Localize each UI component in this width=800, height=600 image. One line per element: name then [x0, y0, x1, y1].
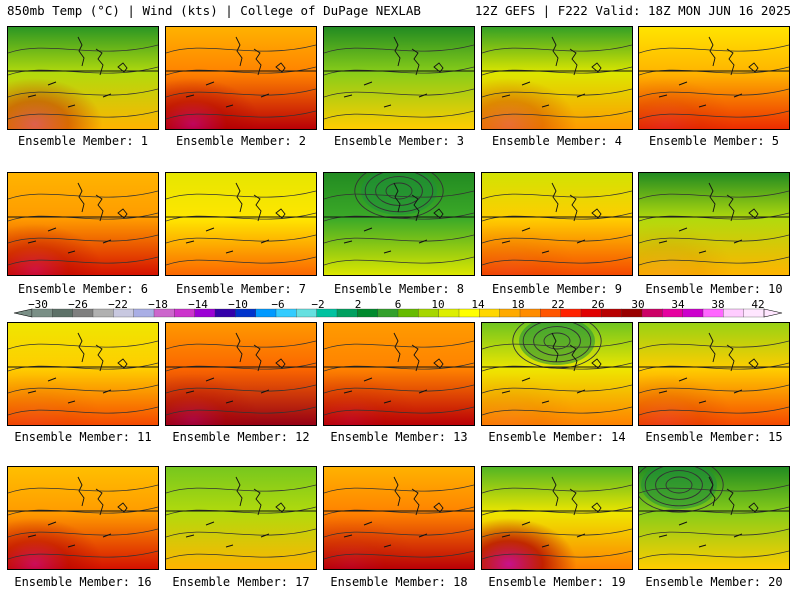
temperature-field: [639, 27, 789, 129]
temperature-field: [324, 467, 474, 569]
colorbar-swatch: [641, 308, 663, 318]
temperature-field: [324, 173, 474, 275]
ensemble-member-label: Ensemble Member: 9: [491, 282, 623, 296]
ensemble-member-label: Ensemble Member: 18: [330, 575, 468, 589]
temperature-field: [482, 323, 632, 425]
colorbar-tick-label: −2: [311, 298, 325, 311]
temperature-field: [482, 467, 632, 569]
ensemble-member-label: Ensemble Member: 20: [645, 575, 783, 589]
ensemble-member-label: Ensemble Member: 2: [175, 134, 307, 148]
ensemble-member-map[interactable]: [638, 26, 790, 130]
ensemble-member-label: Ensemble Member: 3: [333, 134, 465, 148]
ensemble-member-label: Ensemble Member: 17: [172, 575, 310, 589]
colorbar-swatch: [682, 308, 704, 318]
temperature-field: [166, 27, 316, 129]
ensemble-member-label: Ensemble Member: 5: [648, 134, 780, 148]
colorbar-tick-label: 18: [511, 298, 525, 311]
ensemble-member-map[interactable]: [481, 26, 633, 130]
temperature-field: [8, 323, 158, 425]
temperature-field: [639, 323, 789, 425]
temperature-field: [166, 323, 316, 425]
colorbar-tick-label: 22: [551, 298, 565, 311]
ensemble-member-label: Ensemble Member: 8: [333, 282, 465, 296]
colorbar-tick-label: 26: [591, 298, 605, 311]
ensemble-member-label: Ensemble Member: 6: [17, 282, 149, 296]
ensemble-member-label: Ensemble Member: 15: [645, 430, 783, 444]
ensemble-member-map[interactable]: [7, 26, 159, 130]
temperature-field: [324, 323, 474, 425]
ensemble-member-map[interactable]: [638, 172, 790, 276]
map-title: 850mb Temp (°C) | Wind (kts) | College o…: [7, 3, 421, 18]
model-run-info: 12Z GEFS | F222 Valid: 18Z MON JUN 16 20…: [474, 3, 791, 18]
colorbar-tick-label: 6: [394, 298, 402, 311]
temperature-field: [166, 173, 316, 275]
colorbar-tick-label: 42: [751, 298, 765, 311]
ensemble-member-map[interactable]: [481, 322, 633, 426]
ensemble-member-label: Ensemble Member: 13: [330, 430, 468, 444]
ensemble-member-label: Ensemble Member: 4: [491, 134, 623, 148]
ensemble-member-label: Ensemble Member: 1: [17, 134, 149, 148]
colorbar-swatch: [723, 308, 745, 318]
ensemble-member-map[interactable]: [323, 466, 475, 570]
colorbar-tick-label: −22: [108, 298, 128, 311]
ensemble-member-map[interactable]: [7, 172, 159, 276]
ensemble-member-map[interactable]: [165, 466, 317, 570]
temperature-field: [639, 173, 789, 275]
ensemble-member-label: Ensemble Member: 19: [488, 575, 626, 589]
ensemble-member-map[interactable]: [638, 322, 790, 426]
temperature-field: [482, 27, 632, 129]
temperature-field: [482, 173, 632, 275]
ensemble-member-map[interactable]: [323, 26, 475, 130]
temperature-field: [324, 27, 474, 129]
colorbar-tick-label: −6: [271, 298, 285, 311]
ensemble-member-label: Ensemble Member: 16: [14, 575, 152, 589]
ensemble-member-map[interactable]: [7, 322, 159, 426]
colorbar-tick-label: 34: [671, 298, 685, 311]
ensemble-member-map[interactable]: [7, 466, 159, 570]
ensemble-member-map[interactable]: [323, 172, 475, 276]
ensemble-member-label: Ensemble Member: 7: [175, 282, 307, 296]
colorbar-tick-label: 38: [711, 298, 725, 311]
temperature-field: [639, 467, 789, 569]
ensemble-member-map[interactable]: [165, 322, 317, 426]
colorbar-max-arrow: [763, 308, 783, 318]
ensemble-member-label: Ensemble Member: 14: [488, 430, 626, 444]
temperature-field: [8, 173, 158, 275]
ensemble-member-label: Ensemble Member: 10: [645, 282, 783, 296]
colorbar-tick-label: −26: [68, 298, 88, 311]
ensemble-member-label: Ensemble Member: 11: [14, 430, 152, 444]
colorbar-tick-label: 30: [631, 298, 645, 311]
colorbar-tick-label: 2: [354, 298, 362, 311]
temperature-field: [8, 467, 158, 569]
colorbar-tick-label: −10: [228, 298, 248, 311]
ensemble-member-label: Ensemble Member: 12: [172, 430, 310, 444]
ensemble-member-map[interactable]: [165, 26, 317, 130]
temperature-field: [166, 467, 316, 569]
colorbar-tick-label: −30: [28, 298, 48, 311]
colorbar-tick-label: −18: [148, 298, 168, 311]
colorbar-tick-label: 10: [431, 298, 445, 311]
colorbar-tick-label: 14: [471, 298, 485, 311]
colorbar-tick-label: −14: [188, 298, 208, 311]
ensemble-member-map[interactable]: [638, 466, 790, 570]
ensemble-member-map[interactable]: [165, 172, 317, 276]
ensemble-member-map[interactable]: [481, 466, 633, 570]
temperature-field: [8, 27, 158, 129]
ensemble-member-map[interactable]: [323, 322, 475, 426]
ensemble-member-map[interactable]: [481, 172, 633, 276]
temperature-colorbar: [13, 308, 783, 318]
